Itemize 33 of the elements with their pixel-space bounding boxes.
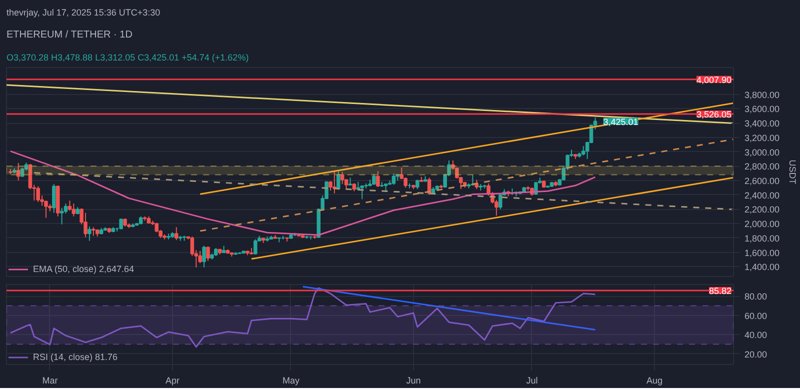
ref-line-label: 85.82 — [708, 286, 732, 296]
text: thevrjay, Jul 17, 2025 15:36 UTC+3:30 — [6, 8, 160, 18]
y-tick-label: 2,400.00 — [744, 190, 780, 200]
x-tick-label: Aug — [646, 376, 662, 386]
y-tick-label: 2,800.00 — [744, 162, 780, 172]
y-tick-label: 1,800.00 — [744, 233, 780, 244]
x-tick-label: Apr — [165, 376, 180, 386]
chart-title: ETHEREUM / TETHER · 1D — [6, 30, 132, 40]
y-tick-label: 2,000.00 — [744, 219, 780, 230]
x-tick-label: Mar — [42, 376, 58, 386]
y-tick-label: 3,000.00 — [744, 147, 780, 158]
y-tick-label: 1,600.00 — [744, 248, 780, 258]
y-tick-label: 1,400.00 — [744, 262, 780, 272]
y-tick-label: 3,600.00 — [744, 104, 780, 114]
y-tick-label: 40.00 — [744, 330, 768, 340]
y-tick-label: 60.00 — [744, 310, 768, 321]
y-tick-label: 20.00 — [744, 349, 768, 360]
legend-label: RSI (14, close) 81.76 — [33, 352, 118, 362]
chart-subtitle: O3,370.28 H3,478.88 L3,312.05 C3,425.01 +54.74 (+1.62%) — [6, 52, 249, 62]
y-tick-label: 2,200.00 — [744, 204, 780, 215]
annotation: 3,425.01 — [603, 116, 638, 127]
x-tick-label: Jul — [526, 376, 538, 386]
y-tick-label: 3,800.00 — [744, 90, 780, 100]
x-tick-label: Jun — [406, 376, 421, 386]
ref-line-label: 4,007.90 — [696, 74, 732, 85]
y-tick-label: 3,200.00 — [744, 132, 780, 143]
y-axis-title: USDT — [788, 160, 798, 185]
y-tick-label: 2,600.00 — [744, 176, 780, 186]
x-tick-label: May — [282, 376, 300, 386]
ref-line-label: 3,526.05 — [696, 110, 732, 120]
y-tick-label: 80.00 — [744, 292, 768, 302]
legend-label: EMA (50, close) 2,647.64 — [33, 264, 134, 274]
y-tick-label: 3,400.00 — [744, 118, 780, 129]
